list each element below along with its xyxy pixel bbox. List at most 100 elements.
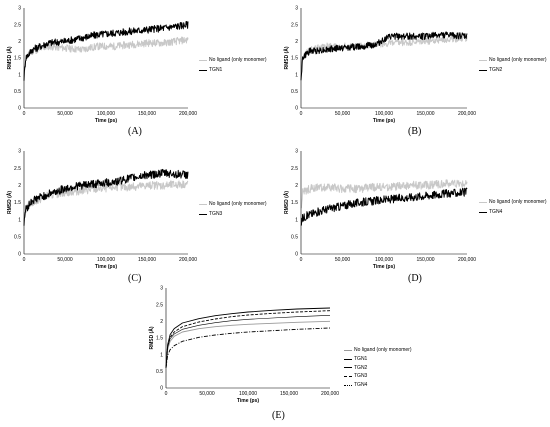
y-tick-label: 1: [295, 72, 298, 78]
x-tick-label: 100,000: [375, 111, 393, 117]
y-tick-label: 1: [18, 72, 21, 78]
y-tick-label: 2: [18, 39, 21, 45]
panel-label-d: (D): [408, 273, 422, 284]
series-line: [23, 168, 189, 226]
panel-c: 0 0.5 1 1.5 2 2.5 3 0 50,000 100,000 150,000 200,00…: [0, 143, 275, 288]
x-tick-label: 200,000: [458, 111, 476, 117]
x-axis-label: Time (ps): [373, 264, 395, 270]
legend-item-tgn1: TGN1: [199, 66, 267, 76]
chart-c: 0 0.5 1 1.5 2 2.5 3 0 50,000 100,000 150,000 200,00…: [6, 149, 197, 270]
y-tick-label: 2.5: [14, 22, 21, 28]
y-tick-label: 0.5: [156, 369, 163, 375]
y-axis-label: RMSD (Å): [6, 46, 13, 69]
x-tick-label: 200,000: [179, 111, 197, 117]
legend-item-no-ligand: No ligand (only monomer): [344, 346, 412, 355]
series-line: [165, 307, 331, 369]
legend-swatch: [199, 204, 207, 206]
panel-label-c: (C): [128, 273, 142, 284]
legend-swatch: [344, 367, 352, 369]
x-axis-label: Time (ps): [95, 118, 117, 124]
x-tick-label: 150,000: [416, 257, 434, 263]
legend-item-tgn2: TGN2: [479, 66, 547, 76]
series-line: [300, 34, 468, 77]
legend-c: No ligand (only monomer) TGN3: [199, 200, 267, 219]
x-tick-label: 100,000: [97, 257, 115, 263]
y-tick-label: 0: [160, 386, 163, 392]
y-tick-label: 0.5: [291, 89, 298, 95]
y-tick-label: 3: [295, 6, 298, 12]
legend-label: TGN4: [354, 382, 368, 388]
legend-item-tgn3: TGN3: [344, 372, 412, 381]
y-tick-label: 2.5: [291, 166, 298, 172]
legend-e: No ligand (only monomer) TGN1 TGN2 TGN3 …: [344, 346, 412, 390]
x-tick-label: 0: [23, 257, 26, 263]
y-tick-label: 0.5: [14, 89, 21, 95]
legend-item-tgn2: TGN2: [344, 364, 412, 373]
series-line: [300, 31, 468, 81]
legend-label: No ligand (only monomer): [354, 347, 412, 353]
series-line: [165, 320, 331, 369]
x-tick-label: 150,000: [138, 257, 156, 263]
panel-d: 0 0.5 1 1.5 2 2.5 3 0 50,000 100,000 150,000 200,00…: [277, 143, 550, 288]
y-tick-label: 3: [18, 6, 21, 12]
y-axis-label: RMSD (Å): [283, 46, 290, 69]
legend-item-tgn4: TGN4: [479, 208, 547, 218]
y-tick-label: 1.5: [291, 200, 298, 206]
y-tick-label: 2.5: [156, 302, 163, 308]
y-tick-label: 0: [18, 252, 21, 258]
y-tick-label: 1.5: [14, 200, 21, 206]
y-axis-label: RMSD (Å): [283, 191, 290, 214]
x-tick-label: 100,000: [239, 391, 257, 397]
y-tick-label: 3: [18, 149, 21, 155]
legend-swatch: [344, 358, 352, 360]
y-tick-label: 0: [18, 106, 21, 112]
series-line: [23, 36, 189, 77]
y-tick-label: 3: [295, 149, 298, 155]
legend-label: No ligand (only monomer): [489, 57, 547, 63]
legend-label: No ligand (only monomer): [489, 199, 547, 205]
x-tick-label: 100,000: [97, 111, 115, 117]
legend-item-tgn1: TGN1: [344, 355, 412, 364]
series-line: [23, 20, 189, 81]
y-tick-label: 1: [160, 352, 163, 358]
panel-label-b: (B): [408, 126, 422, 137]
legend-item-no-ligand: No ligand (only monomer): [479, 198, 547, 208]
y-tick-label: 0: [295, 106, 298, 112]
legend-swatch: [344, 384, 352, 386]
x-tick-label: 50,000: [57, 257, 73, 263]
legend-swatch: [199, 69, 207, 71]
legend-a: No ligand (only monomer) TGN1: [199, 56, 267, 75]
chart-b: 0 0.5 1 1.5 2 2.5 3 0 50,000 100,000 150,000 200,00…: [283, 6, 476, 124]
series-line: [165, 310, 331, 369]
y-tick-label: 2.5: [14, 166, 21, 172]
legend-label: No ligand (only monomer): [209, 57, 267, 63]
chart-d: 0 0.5 1 1.5 2 2.5 3 0 50,000 100,000 150,000 200,00…: [283, 149, 476, 270]
legend-swatch: [199, 60, 207, 62]
y-axis-label: RMSD (Å): [148, 326, 155, 349]
x-tick-label: 50,000: [199, 391, 215, 397]
legend-item-tgn4: TGN4: [344, 381, 412, 390]
legend-label: TGN2: [489, 66, 503, 73]
chart-a: 0 0.5 1 1.5 2 2.5 3 0 50,000 100,000 150,000 200,00…: [6, 6, 197, 124]
legend-swatch: [344, 349, 352, 351]
x-tick-label: 150,000: [416, 111, 434, 117]
x-tick-label: 0: [23, 111, 26, 117]
legend-label: TGN3: [209, 210, 223, 217]
series-line: [165, 315, 331, 369]
chart-e: 0 0.5 1 1.5 2 2.5 3 0 50,000 100,000 150,000 200,00…: [148, 286, 339, 404]
legend-label: TGN1: [354, 355, 368, 362]
legend-d: No ligand (only monomer) TGN4: [479, 198, 547, 217]
panel-e: 0 0.5 1 1.5 2 2.5 3 0 50,000 100,000 150,000 200,00…: [140, 282, 420, 427]
y-tick-label: 2: [160, 319, 163, 325]
panel-label-e: (E): [272, 410, 285, 421]
legend-swatch: [479, 69, 487, 71]
x-tick-label: 200,000: [321, 391, 339, 397]
y-tick-label: 0.5: [14, 235, 21, 241]
x-tick-label: 0: [165, 391, 168, 397]
panel-b: 0 0.5 1 1.5 2 2.5 3 0 50,000 100,000 150,000 200,00…: [277, 0, 550, 140]
y-tick-label: 3: [160, 286, 163, 292]
y-tick-label: 1: [295, 217, 298, 223]
y-tick-label: 2: [295, 39, 298, 45]
series-line: [165, 327, 331, 369]
series-line: [300, 187, 468, 226]
